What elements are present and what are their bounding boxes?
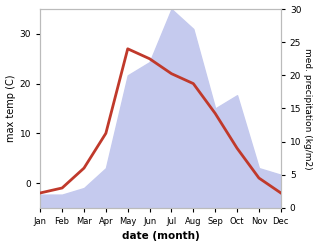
Y-axis label: max temp (C): max temp (C) <box>5 75 16 142</box>
Y-axis label: med. precipitation (kg/m2): med. precipitation (kg/m2) <box>303 48 313 169</box>
X-axis label: date (month): date (month) <box>122 231 199 242</box>
